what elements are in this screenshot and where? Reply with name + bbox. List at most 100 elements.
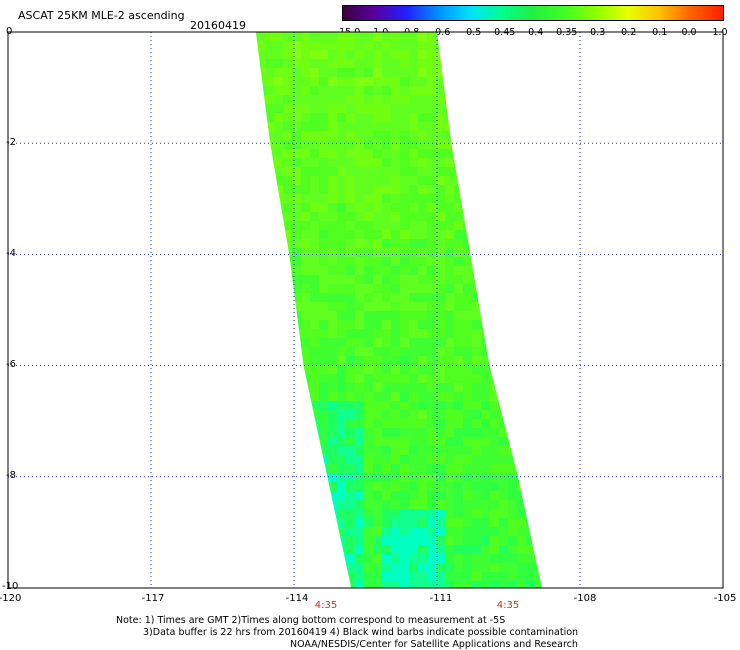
swath-cell — [634, 176, 643, 185]
swath-cell — [454, 185, 463, 194]
swath-cell — [391, 518, 400, 527]
swath-cell — [445, 266, 454, 275]
swath-cell — [337, 113, 346, 122]
swath-cell — [607, 329, 616, 338]
swath-cell — [274, 482, 283, 491]
swath-cell — [589, 392, 598, 401]
swath-cell — [427, 482, 436, 491]
swath-cell — [255, 248, 256, 257]
swath-cell — [481, 266, 490, 275]
swath-cell — [508, 392, 517, 401]
swath-cell — [409, 212, 418, 221]
swath-cell — [400, 446, 409, 455]
swath-cell — [382, 572, 391, 581]
swath-cell — [283, 527, 292, 536]
swath-cell — [490, 275, 499, 284]
swath-cell — [454, 347, 463, 356]
swath-cell — [346, 140, 355, 149]
swath-cell — [346, 338, 355, 347]
swath-cell — [571, 32, 580, 41]
swath-cell — [544, 581, 553, 590]
swath-cell — [571, 122, 580, 131]
swath-cell — [355, 401, 364, 410]
swath-cell — [274, 149, 283, 158]
swath-cell — [382, 428, 391, 437]
swath-cell — [499, 176, 508, 185]
swath-cell — [220, 509, 229, 518]
swath-cell — [535, 410, 542, 419]
swath-cell — [598, 230, 607, 239]
swath-cell — [535, 428, 542, 437]
swath-cell — [616, 86, 625, 95]
swath-cell — [409, 59, 418, 68]
swath-cell — [454, 176, 463, 185]
swath-cell — [255, 518, 256, 527]
swath-cell — [283, 122, 292, 131]
swath-cell — [445, 59, 454, 68]
swath-cell — [508, 419, 517, 428]
swath-cell — [499, 446, 508, 455]
swath-cell — [553, 347, 562, 356]
swath-cell — [319, 86, 328, 95]
swath-cell — [472, 32, 481, 41]
swath-cell — [256, 545, 265, 554]
swath-cell — [625, 437, 634, 446]
swath-cell — [571, 293, 580, 302]
swath-cell — [634, 77, 643, 86]
swath-cell — [562, 329, 571, 338]
swath-cell — [472, 50, 481, 59]
swath-cell — [625, 473, 634, 482]
swath-cell — [436, 221, 445, 230]
swath-cell — [553, 104, 562, 113]
swath-cell — [319, 185, 328, 194]
swath-cell — [472, 392, 481, 401]
swath-cell — [310, 527, 319, 536]
swath-cell — [607, 284, 616, 293]
swath-cell — [634, 482, 643, 491]
swath-cell — [355, 572, 364, 581]
swath-cell — [625, 563, 634, 572]
swath-cell — [535, 140, 542, 149]
swath-cell — [319, 347, 328, 356]
swath-cell — [517, 194, 526, 203]
swath-cell — [481, 410, 490, 419]
swath-cell — [355, 284, 364, 293]
swath-cell — [454, 41, 463, 50]
swath-cell — [499, 41, 508, 50]
swath-cell — [346, 257, 355, 266]
swath-cell — [472, 302, 481, 311]
swath-cell — [625, 365, 634, 374]
swath-cell — [544, 374, 553, 383]
swath-cell — [571, 248, 580, 257]
swath-cell — [310, 320, 319, 329]
swath-cell — [337, 329, 346, 338]
swath-cell — [400, 320, 409, 329]
swath-cell — [292, 383, 301, 392]
swath-cell — [445, 500, 454, 509]
swath-cell — [328, 311, 337, 320]
swath-cell — [373, 158, 382, 167]
swath-cell — [373, 446, 382, 455]
swath-cell — [229, 167, 238, 176]
swath-cell — [436, 68, 445, 77]
swath-cell — [337, 68, 346, 77]
swath-cell — [499, 491, 508, 500]
swath-cell — [229, 455, 238, 464]
swath-cell — [220, 491, 229, 500]
swath-cell — [562, 518, 571, 527]
swath-cell — [256, 122, 265, 131]
swath-cell — [535, 311, 542, 320]
swath-cell — [346, 410, 355, 419]
swath-cell — [481, 347, 490, 356]
swath-cell — [373, 212, 382, 221]
swath-cell — [328, 437, 337, 446]
swath-cell — [337, 428, 346, 437]
swath-cell — [355, 302, 364, 311]
swath-cell — [400, 41, 409, 50]
swath-cell — [238, 473, 247, 482]
swath-cell — [229, 185, 238, 194]
swath-cell — [499, 482, 508, 491]
swath-cell — [256, 392, 265, 401]
swath-cell — [373, 284, 382, 293]
swath-cell — [400, 491, 409, 500]
